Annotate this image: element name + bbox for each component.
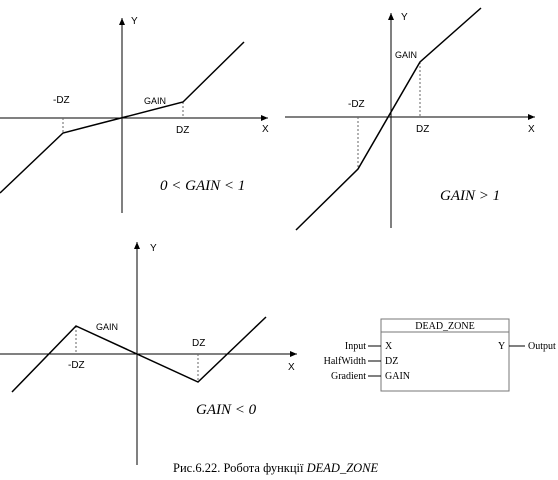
response-curve — [0, 41, 245, 194]
response-curve — [295, 7, 482, 231]
y-axis-label: Y — [131, 16, 138, 27]
neg-dz-label: -DZ — [53, 95, 70, 106]
x-axis-label: X — [288, 362, 295, 373]
graph-gain-between-0-and-1: X Y -DZ DZ GAIN 0 < GAIN < 1 — [0, 16, 269, 213]
gain-label: GAIN — [144, 96, 166, 106]
y-axis-label: Y — [150, 243, 157, 254]
caption-function-name: DEAD_ZONE — [306, 461, 379, 475]
condition-label: 0 < GAIN < 1 — [160, 178, 245, 194]
condition-label: GAIN < 0 — [196, 402, 257, 418]
figure-caption: Рис.6.22. Робота функції DEAD_ZONE — [173, 461, 379, 475]
gain-label: GAIN — [96, 322, 118, 332]
output-pin-label: Y — [498, 341, 505, 352]
input-pin-label: GAIN — [385, 371, 410, 382]
output-external-label: Output — [528, 341, 556, 352]
condition-label: GAIN > 1 — [440, 188, 500, 204]
pos-dz-label: DZ — [176, 125, 189, 136]
block-title: DEAD_ZONE — [415, 321, 474, 332]
input-external-label: Input — [345, 341, 366, 352]
pos-dz-label: DZ — [192, 338, 205, 349]
neg-dz-label: -DZ — [68, 360, 85, 371]
y-axis-label: Y — [401, 12, 408, 23]
graph-gain-less-than-0: X Y -DZ DZ GAIN GAIN < 0 — [0, 242, 297, 465]
input-external-label: HalfWidth — [324, 356, 366, 367]
dead-zone-block: DEAD_ZONE Input X HalfWidth DZ Gradient … — [324, 318, 556, 392]
neg-dz-label: -DZ — [348, 99, 365, 110]
response-curve — [11, 316, 267, 393]
graph-gain-greater-than-1: X Y -DZ DZ GAIN GAIN > 1 — [285, 7, 535, 231]
input-pin-label: X — [385, 341, 393, 352]
x-axis-label: X — [528, 124, 535, 135]
gain-label: GAIN — [395, 50, 417, 60]
x-axis-label: X — [262, 124, 269, 135]
pos-dz-label: DZ — [416, 124, 429, 135]
caption-prefix: Рис.6.22. Робота функції — [173, 461, 307, 475]
block-body — [380, 318, 510, 392]
input-pin-label: DZ — [385, 356, 398, 367]
input-external-label: Gradient — [331, 371, 366, 382]
